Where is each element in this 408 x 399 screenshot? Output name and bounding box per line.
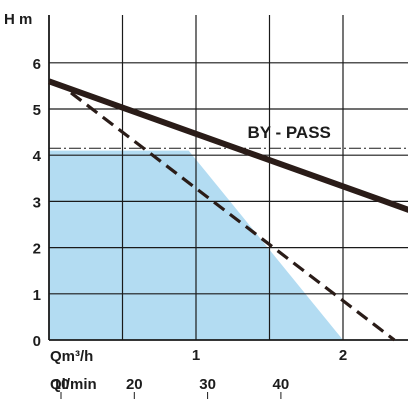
y-tick-label-5: 5 — [33, 102, 41, 119]
x-tick-label-2: 2 — [339, 347, 347, 364]
x-secondary-tick-label-30: 30 — [199, 376, 216, 393]
y-tick-label-2: 2 — [33, 241, 41, 258]
y-tick-label-0: 0 — [33, 333, 41, 350]
x-secondary-axis-title: Ql/min — [50, 376, 97, 393]
x-secondary-tick-label-20: 20 — [126, 376, 143, 393]
y-axis-title: H m — [4, 11, 32, 28]
x-tick-label-1: 1 — [192, 347, 200, 364]
bypass-annotation: BY - PASS — [247, 123, 330, 142]
y-tick-label-4: 4 — [33, 148, 42, 165]
x-secondary-tick-label-40: 40 — [273, 376, 290, 393]
y-tick-label-3: 3 — [33, 194, 41, 211]
x-secondary-tick-label-10: 10 — [53, 376, 70, 393]
solid-pump-curve — [47, 78, 408, 213]
y-tick-label-1: 1 — [33, 287, 41, 304]
x-axis-title: Qm³/h — [50, 348, 93, 365]
y-tick-label-6: 6 — [33, 56, 41, 73]
dashed-curve — [70, 91, 396, 342]
